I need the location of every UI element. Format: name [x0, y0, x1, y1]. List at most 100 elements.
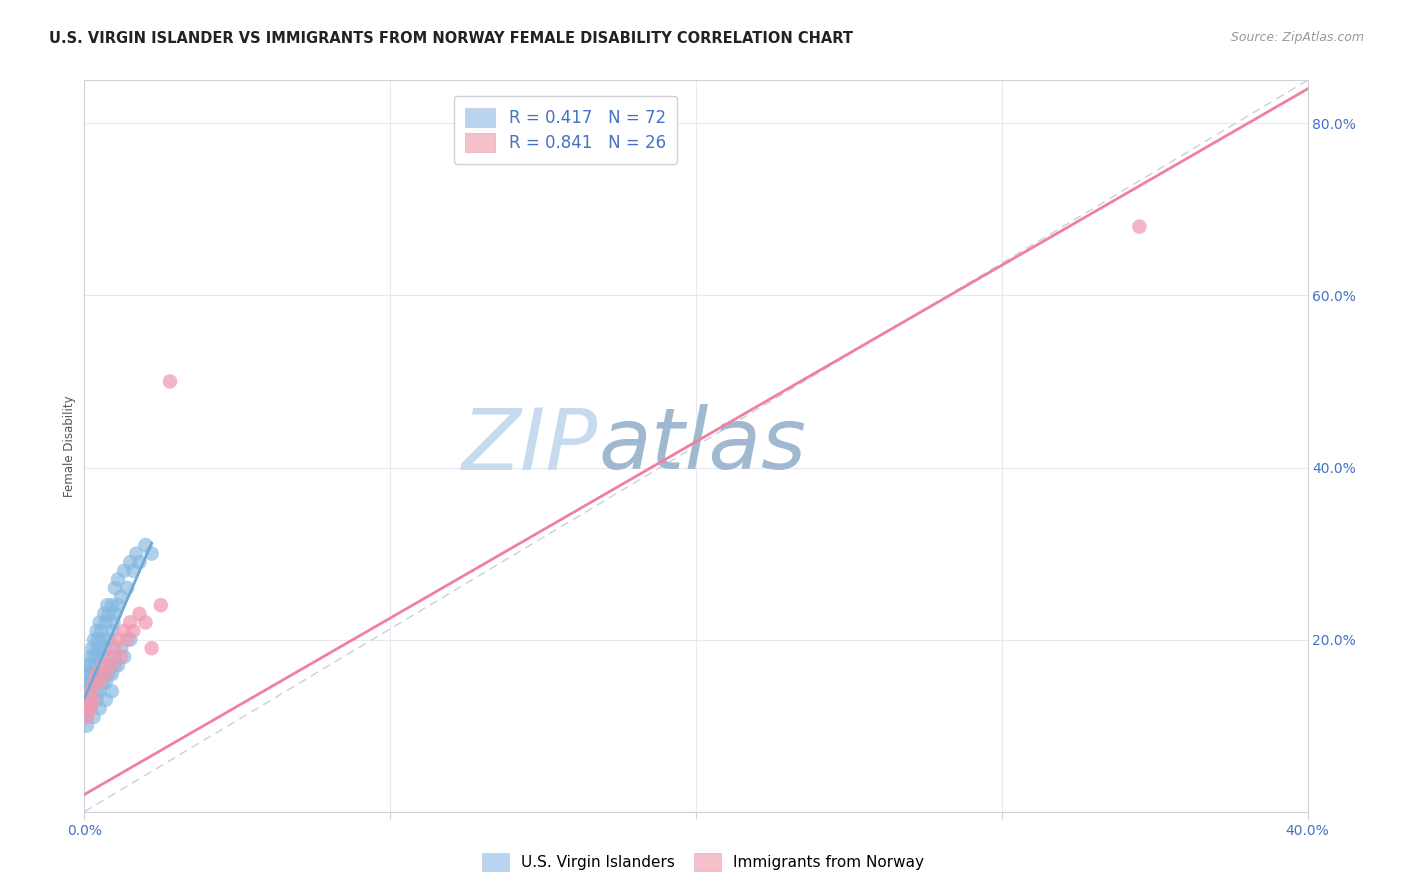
Point — [91, 667, 114, 681]
Point — [107, 632, 129, 647]
Point — [101, 624, 124, 638]
Point — [120, 615, 142, 630]
Point — [110, 590, 132, 604]
Point — [79, 675, 101, 690]
Point — [101, 667, 124, 681]
Point — [79, 701, 101, 715]
Point — [103, 615, 125, 630]
Point — [122, 624, 145, 638]
Point — [89, 667, 111, 681]
Point — [97, 632, 120, 647]
Text: atlas: atlas — [598, 404, 806, 488]
Point — [79, 684, 101, 698]
Point — [83, 632, 105, 647]
Point — [101, 684, 124, 698]
Point — [112, 624, 135, 638]
Point — [91, 649, 114, 664]
Point — [94, 667, 117, 681]
Point — [83, 675, 105, 690]
Point — [93, 607, 115, 621]
Text: Source: ZipAtlas.com: Source: ZipAtlas.com — [1230, 31, 1364, 45]
Point — [101, 658, 124, 673]
Point — [77, 693, 100, 707]
Point — [141, 547, 163, 561]
Point — [76, 667, 98, 681]
Point — [76, 701, 98, 715]
Point — [89, 615, 111, 630]
Point — [83, 675, 105, 690]
Point — [76, 693, 98, 707]
Point — [149, 598, 172, 612]
Point — [94, 693, 117, 707]
Point — [104, 658, 127, 673]
Point — [97, 658, 120, 673]
Point — [107, 573, 129, 587]
Point — [135, 615, 157, 630]
Point — [141, 641, 163, 656]
Point — [91, 675, 114, 690]
Point — [107, 598, 129, 612]
Point — [79, 667, 101, 681]
Point — [86, 641, 108, 656]
Point — [115, 581, 138, 595]
Point — [94, 675, 117, 690]
Legend: R = 0.417   N = 72, R = 0.841   N = 26: R = 0.417 N = 72, R = 0.841 N = 26 — [454, 96, 678, 163]
Legend: U.S. Virgin Islanders, Immigrants from Norway: U.S. Virgin Islanders, Immigrants from N… — [475, 847, 931, 877]
Point — [79, 701, 101, 715]
Point — [77, 658, 100, 673]
Point — [79, 649, 101, 664]
Text: U.S. VIRGIN ISLANDER VS IMMIGRANTS FROM NORWAY FEMALE DISABILITY CORRELATION CHA: U.S. VIRGIN ISLANDER VS IMMIGRANTS FROM … — [49, 31, 853, 46]
Point — [104, 581, 127, 595]
Point — [159, 375, 181, 389]
Point — [89, 641, 111, 656]
Point — [76, 701, 98, 715]
Point — [115, 632, 138, 647]
Point — [86, 667, 108, 681]
Point — [112, 564, 135, 578]
Point — [86, 649, 108, 664]
Point — [97, 667, 120, 681]
Point — [89, 675, 111, 690]
Point — [101, 598, 124, 612]
Point — [120, 632, 142, 647]
Point — [80, 658, 103, 673]
Point — [77, 684, 100, 698]
Point — [90, 624, 112, 638]
Point — [125, 547, 148, 561]
Point — [94, 615, 117, 630]
Point — [104, 649, 127, 664]
Point — [96, 598, 118, 612]
Point — [97, 607, 120, 621]
Point — [128, 607, 150, 621]
Point — [76, 719, 98, 733]
Point — [1128, 219, 1150, 234]
Point — [83, 710, 105, 724]
Point — [135, 538, 157, 552]
Point — [112, 649, 135, 664]
Point — [110, 649, 132, 664]
Point — [89, 701, 111, 715]
Point — [77, 684, 100, 698]
Point — [86, 693, 108, 707]
Point — [84, 658, 107, 673]
Y-axis label: Female Disability: Female Disability — [63, 395, 76, 497]
Point — [104, 607, 127, 621]
Point — [75, 710, 97, 724]
Text: ZIP: ZIP — [461, 404, 598, 488]
Point — [94, 641, 117, 656]
Point — [128, 555, 150, 569]
Point — [97, 649, 120, 664]
Point — [120, 555, 142, 569]
Point — [122, 564, 145, 578]
Point — [86, 684, 108, 698]
Point — [83, 667, 105, 681]
Point — [83, 693, 105, 707]
Point — [76, 675, 98, 690]
Point — [110, 641, 132, 656]
Point — [83, 649, 105, 664]
Point — [80, 641, 103, 656]
Point — [87, 632, 110, 647]
Point — [76, 710, 98, 724]
Point — [79, 693, 101, 707]
Point — [91, 632, 114, 647]
